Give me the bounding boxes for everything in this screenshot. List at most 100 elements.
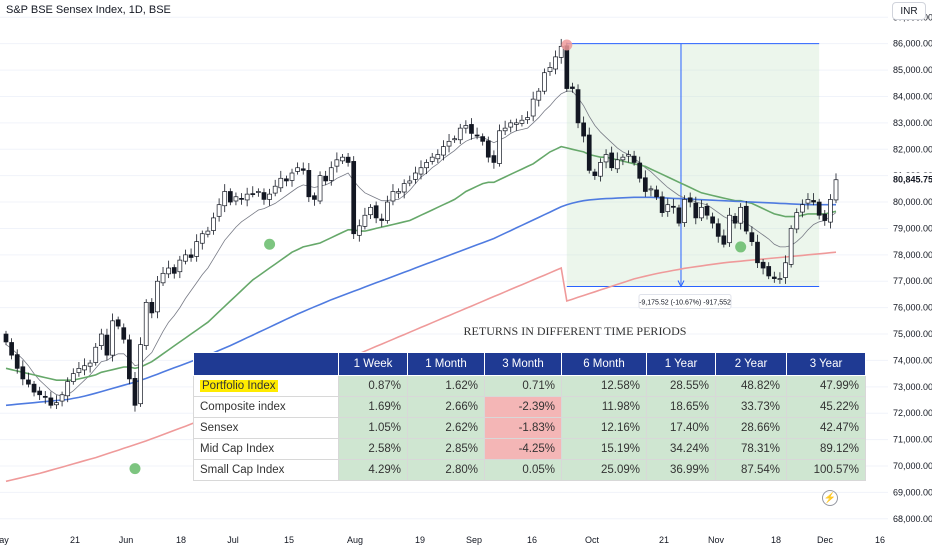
candle-body [149, 302, 155, 314]
candle-body [502, 127, 508, 132]
candle-body [306, 170, 312, 198]
x-tick-label: 21 [70, 535, 80, 545]
returns-cell: 42.47% [786, 417, 866, 439]
candle-body [37, 390, 42, 396]
candle-body [418, 167, 424, 175]
measure-label: -9,175.52 (-10.67%) -917,552 [639, 300, 731, 307]
y-tick-label: 74,000.00 [893, 355, 932, 365]
candle-body [755, 241, 760, 264]
candle-body [31, 383, 37, 393]
returns-cell: 48.82% [715, 375, 787, 397]
candle-body [14, 354, 20, 369]
y-tick-label: 83,000.00 [893, 118, 932, 128]
candle-body [530, 98, 536, 117]
candle-body [65, 381, 71, 397]
candle-body [132, 378, 138, 406]
returns-cell: 11.98% [561, 396, 647, 418]
candle-body [469, 124, 474, 134]
candle-body [816, 201, 822, 216]
candle-body [648, 188, 654, 191]
candle-body [727, 214, 732, 244]
candle-body [127, 339, 132, 380]
y-tick-label: 75,000.00 [893, 329, 932, 339]
candle-body [166, 267, 171, 275]
candle-body [9, 342, 14, 356]
returns-cell: 47.99% [786, 375, 866, 397]
lightning-icon[interactable]: ⚡ [822, 490, 838, 506]
candle-body [811, 200, 816, 203]
returns-cell: 100.57% [786, 459, 866, 481]
measure-area[interactable] [566, 43, 820, 287]
returns-cell: 36.99% [646, 459, 716, 481]
candle-body [699, 206, 704, 219]
candle-body [631, 155, 637, 163]
candle-body [272, 185, 278, 194]
candle-body [429, 156, 435, 162]
candle-body [822, 213, 828, 221]
candle-body [592, 171, 598, 177]
returns-cell: 1.69% [338, 396, 408, 418]
candle-body [805, 199, 811, 204]
candle-body [345, 156, 351, 163]
y-tick-label: 85,000.00 [893, 65, 932, 75]
y-tick-label: 68,000.00 [893, 514, 932, 524]
candle-body [42, 395, 48, 398]
returns-header-cell: 1 Week [338, 352, 408, 376]
candle-body [620, 156, 626, 161]
y-tick-label: 69,000.00 [893, 487, 932, 497]
candle-body [474, 134, 480, 137]
returns-row-name: Composite index [193, 396, 339, 418]
x-tick-label: Oct [585, 535, 600, 545]
candle-body [609, 152, 615, 169]
candle-body [441, 146, 446, 156]
returns-cell: 78.31% [715, 438, 787, 460]
returns-cell: 4.29% [338, 459, 408, 481]
currency-button[interactable]: INR [892, 2, 926, 20]
x-tick-label: Sep [466, 535, 482, 545]
candle-body [82, 365, 87, 371]
series-line-1 [5, 145, 837, 382]
candle-body [749, 232, 755, 242]
candle-body [452, 138, 457, 141]
candle-body [721, 235, 727, 245]
y-tick-label: 71,000.00 [893, 435, 932, 445]
candle-body [704, 205, 710, 216]
candle-body [485, 140, 491, 158]
candle-body [70, 373, 76, 382]
measure-label-bg [638, 294, 732, 310]
candle-body [244, 193, 250, 201]
candle-body [396, 191, 401, 194]
candle-body [446, 140, 452, 147]
candle-body [463, 125, 469, 129]
candle-body [676, 207, 682, 224]
returns-row: Small Cap Index 4.29% 2.80% 0.05% 25.09% 36.9… [193, 459, 866, 481]
candle-body [788, 228, 794, 265]
returns-cell: 12.58% [561, 375, 647, 397]
candle-body [783, 262, 788, 278]
x-tick-label: 19 [415, 535, 425, 545]
returns-row: Sensex 1.05% 2.62% -1.83% 12.16% 17.40% 28.66%… [193, 417, 866, 439]
candle-body [553, 56, 558, 70]
x-tick-label: ay [0, 535, 9, 545]
candle-body [435, 154, 441, 160]
candle-body [373, 205, 379, 219]
candle-body [424, 162, 429, 169]
candle-body [300, 168, 306, 171]
series-line-2 [5, 196, 836, 407]
candle-body [227, 191, 233, 203]
returns-cell: 34.24% [646, 438, 716, 460]
signal-marker [561, 39, 573, 51]
y-tick-label: 82,000.00 [893, 144, 932, 154]
candle-body [155, 280, 160, 313]
candle-body [581, 122, 586, 137]
candle-body [76, 367, 82, 373]
candle-body [542, 72, 547, 92]
candle-body [654, 189, 659, 198]
returns-header-cell [193, 352, 339, 376]
candle-body [317, 175, 323, 202]
candle-body [385, 201, 390, 221]
returns-cell: 2.66% [407, 396, 485, 418]
candle-body [558, 45, 564, 58]
candle-body [121, 327, 127, 340]
